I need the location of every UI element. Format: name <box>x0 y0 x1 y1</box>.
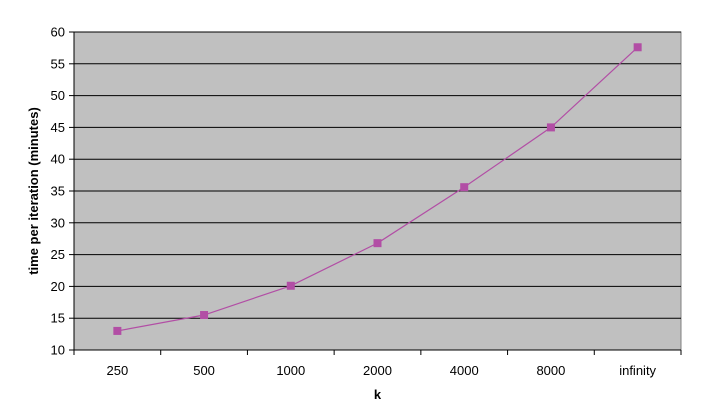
x-tick-label: 8000 <box>536 363 565 378</box>
x-tick-label: 250 <box>107 363 129 378</box>
y-axis-title: time per iteration (minutes) <box>26 107 41 275</box>
y-tick-label: 35 <box>51 184 65 199</box>
data-point-marker <box>113 326 122 335</box>
y-tick-label: 10 <box>51 343 65 358</box>
data-point-marker <box>546 123 555 132</box>
x-ticks: 250 500 1000 2000 4000 8000 infinity <box>73 350 682 378</box>
data-point-marker <box>460 183 469 192</box>
data-point-marker <box>286 281 295 290</box>
y-tick-label: 45 <box>51 120 65 135</box>
x-tick-label: 4000 <box>450 363 479 378</box>
y-tick-label: 60 <box>51 25 65 40</box>
data-point-marker <box>633 43 642 52</box>
x-axis-title: k <box>374 387 382 402</box>
data-point-marker <box>200 311 209 320</box>
x-tick-label: 2000 <box>363 363 392 378</box>
x-tick-label: 1000 <box>276 363 305 378</box>
y-tick-label: 25 <box>51 247 65 262</box>
y-tick-label: 30 <box>51 215 65 230</box>
x-tick-label: infinity <box>619 363 656 378</box>
y-tick-label: 15 <box>51 311 65 326</box>
data-point-marker <box>373 239 382 248</box>
x-tick-label: 500 <box>193 363 215 378</box>
y-tick-label: 55 <box>51 56 65 71</box>
series-group <box>113 43 642 335</box>
y-tick-label: 50 <box>51 88 65 103</box>
y-ticks: 10 15 20 25 30 35 40 45 50 55 60 <box>51 25 74 358</box>
y-tick-label: 20 <box>51 279 65 294</box>
y-tick-label: 40 <box>51 152 65 167</box>
gridlines <box>74 31 681 319</box>
